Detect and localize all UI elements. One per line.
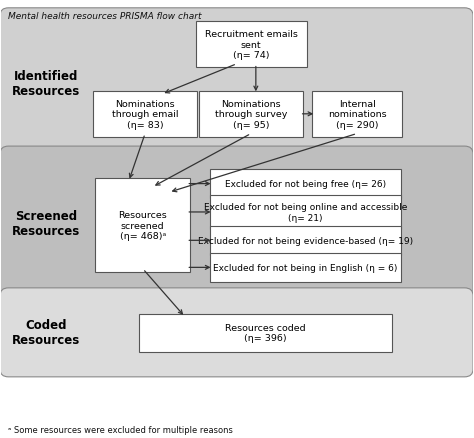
Text: Recruitment emails
sent
(η= 74): Recruitment emails sent (η= 74) — [205, 30, 298, 60]
Text: Mental health resources PRISMA flow chart: Mental health resources PRISMA flow char… — [9, 12, 202, 21]
FancyBboxPatch shape — [199, 92, 303, 138]
FancyBboxPatch shape — [210, 226, 401, 255]
FancyBboxPatch shape — [210, 254, 401, 282]
FancyBboxPatch shape — [0, 288, 473, 377]
Text: Identified
Resources: Identified Resources — [12, 70, 80, 98]
Text: Excluded for not being free (η= 26): Excluded for not being free (η= 26) — [225, 180, 386, 189]
FancyBboxPatch shape — [312, 92, 402, 138]
FancyBboxPatch shape — [0, 9, 473, 159]
Text: Coded
Resources: Coded Resources — [12, 318, 80, 346]
Text: Excluded for not being online and accessible
(η= 21): Excluded for not being online and access… — [204, 203, 407, 222]
Text: Resources coded
(η= 396): Resources coded (η= 396) — [225, 323, 306, 343]
FancyBboxPatch shape — [0, 147, 473, 301]
FancyBboxPatch shape — [95, 179, 190, 272]
Text: Screened
Resources: Screened Resources — [12, 210, 80, 238]
Text: Internal
nominations
(η= 290): Internal nominations (η= 290) — [328, 100, 386, 129]
Text: Nominations
through survey
(η= 95): Nominations through survey (η= 95) — [215, 100, 287, 129]
FancyBboxPatch shape — [210, 196, 401, 229]
Text: Nominations
through email
(η= 83): Nominations through email (η= 83) — [112, 100, 178, 129]
Text: Excluded for not being in English (η = 6): Excluded for not being in English (η = 6… — [213, 263, 398, 272]
Text: Excluded for not being evidence-based (η= 19): Excluded for not being evidence-based (η… — [198, 236, 413, 245]
FancyBboxPatch shape — [93, 92, 197, 138]
Text: ᵃ Some resources were excluded for multiple reasons: ᵃ Some resources were excluded for multi… — [9, 425, 233, 434]
Text: Resources
screened
(η= 468)ᵃ: Resources screened (η= 468)ᵃ — [118, 211, 167, 240]
FancyBboxPatch shape — [196, 22, 307, 68]
FancyBboxPatch shape — [210, 170, 401, 198]
FancyBboxPatch shape — [139, 314, 392, 352]
